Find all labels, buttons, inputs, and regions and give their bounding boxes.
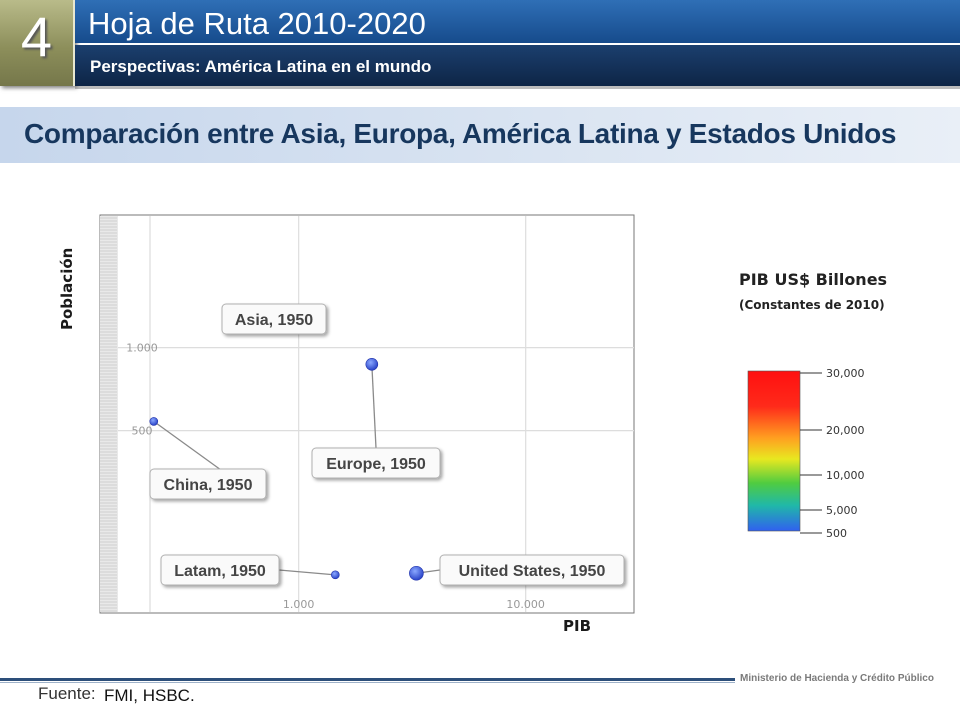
header-shadow xyxy=(75,86,960,89)
colorbar-tick-label: 30,000 xyxy=(826,367,865,380)
page-title: Hoja de Ruta 2010-2020 xyxy=(88,6,426,41)
label-leaders xyxy=(153,311,441,576)
point-label-text: Latam, 1950 xyxy=(174,563,266,580)
point-label-box xyxy=(160,554,280,586)
y-tick-label: 1.000 xyxy=(126,342,158,355)
data-points xyxy=(149,307,424,581)
leader-line xyxy=(371,364,377,449)
point-label-box xyxy=(311,447,441,479)
header-title-bar xyxy=(75,0,960,43)
leader-line xyxy=(278,569,336,576)
source-label: Fuente: xyxy=(38,684,96,703)
leader-line xyxy=(153,420,220,470)
point-label: Europe, 1950 xyxy=(311,447,441,479)
point-label: Asia, 1950 xyxy=(221,303,327,335)
data-point xyxy=(365,357,379,371)
y-tick-label: 500 xyxy=(132,425,153,438)
point-label-text: Asia, 1950 xyxy=(235,312,313,329)
colorbar-tick-label: 5,000 xyxy=(826,504,858,517)
header-subtitle-bar xyxy=(75,45,960,86)
data-point xyxy=(409,565,424,581)
point-label: United States, 1950 xyxy=(439,554,625,586)
point-label-text: China, 1950 xyxy=(164,477,253,494)
colorbar xyxy=(747,370,801,532)
x-tick-label: 1.000 xyxy=(283,598,315,611)
colorbar-ticks: 30,000 20,000 10,000 5,000 500 xyxy=(800,367,865,540)
colorbar-tick-label: 10,000 xyxy=(826,469,865,482)
point-label: Latam, 1950 xyxy=(160,554,280,586)
point-label-box xyxy=(221,303,327,335)
point-label-text: Europe, 1950 xyxy=(326,456,426,473)
ministry-name: Ministerio de Hacienda y Crédito Público xyxy=(740,673,934,684)
plot-area xyxy=(99,214,635,614)
y-axis-label: Población xyxy=(58,247,76,330)
source-value: FMI, HSBC. xyxy=(104,686,195,705)
data-point xyxy=(331,570,340,580)
colorbar-subtitle: (Constantes de 2010) xyxy=(739,298,885,312)
section-number: 4 xyxy=(20,5,53,68)
point-label-text: United States, 1950 xyxy=(459,563,606,580)
section-number-box: 4 xyxy=(0,0,75,86)
point-label-box xyxy=(439,554,625,586)
colorbar-tick-label: 500 xyxy=(826,527,847,540)
x-tick-label: 10.000 xyxy=(506,598,545,611)
footer-divider xyxy=(0,678,735,681)
colorbar-title: PIB US$ Billones xyxy=(739,270,888,289)
y-axis-ruler-ticks xyxy=(100,217,117,612)
grid-lines xyxy=(118,216,634,612)
section-title: Comparación entre Asia, Europa, América … xyxy=(24,118,897,149)
page-subtitle: Perspectivas: América Latina en el mundo xyxy=(90,57,432,76)
point-label: China, 1950 xyxy=(149,468,267,500)
data-point xyxy=(149,417,159,426)
footer-divider-thin xyxy=(0,682,735,683)
y-axis-ruler xyxy=(100,216,118,612)
point-label-box xyxy=(149,468,267,500)
colorbar-tick-label: 20,000 xyxy=(826,424,865,437)
tick-labels: 1.000 10.000 500 1.000 xyxy=(126,342,545,611)
section-title-band xyxy=(0,107,960,163)
x-axis-label: PIB xyxy=(563,617,592,635)
point-labels: Asia, 1950 Europe, 1950 China, 1950 Latam, … xyxy=(149,303,625,586)
